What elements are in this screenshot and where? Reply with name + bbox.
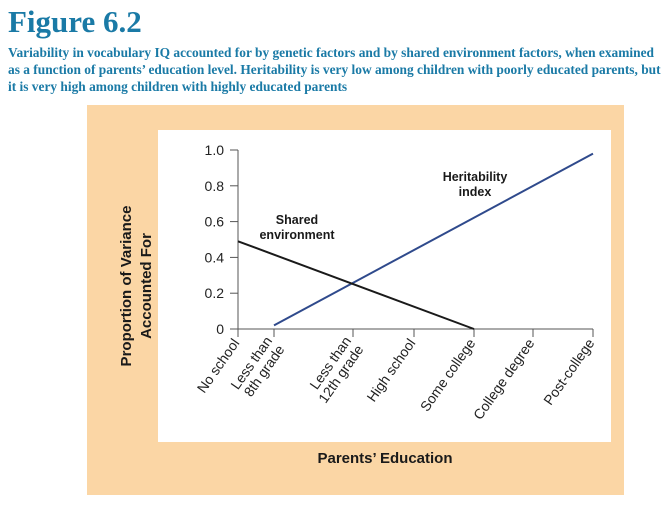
y-tick-label: 1.0	[205, 142, 225, 158]
y-axis: 0 0.2 0.4 0.6 0.8 1.0	[205, 142, 239, 337]
series-line-shared-environment	[237, 240, 475, 330]
series-layer: Heritability index Shared environment	[237, 152, 594, 330]
y-tick-label: 0.2	[205, 285, 225, 301]
y-tick-label: 0.4	[205, 249, 225, 265]
series-label: Shared environment	[259, 213, 335, 242]
y-tick-label: 0	[216, 321, 224, 337]
series-line-heritability	[273, 152, 594, 327]
series-label: Heritability index	[443, 170, 508, 199]
y-tick-label: 0.6	[205, 214, 225, 230]
figure-caption: Variability in vocabulary IQ accounted f…	[8, 45, 661, 94]
figure-title: Figure 6.2	[8, 4, 142, 39]
plot-area	[158, 130, 611, 442]
x-axis-title: Parents’ Education	[317, 450, 452, 467]
y-axis-title-line-1: Proportion of Variance	[118, 206, 135, 367]
y-axis-title-line-2: Accounted For	[138, 233, 155, 339]
y-tick-label: 0.8	[205, 178, 225, 194]
